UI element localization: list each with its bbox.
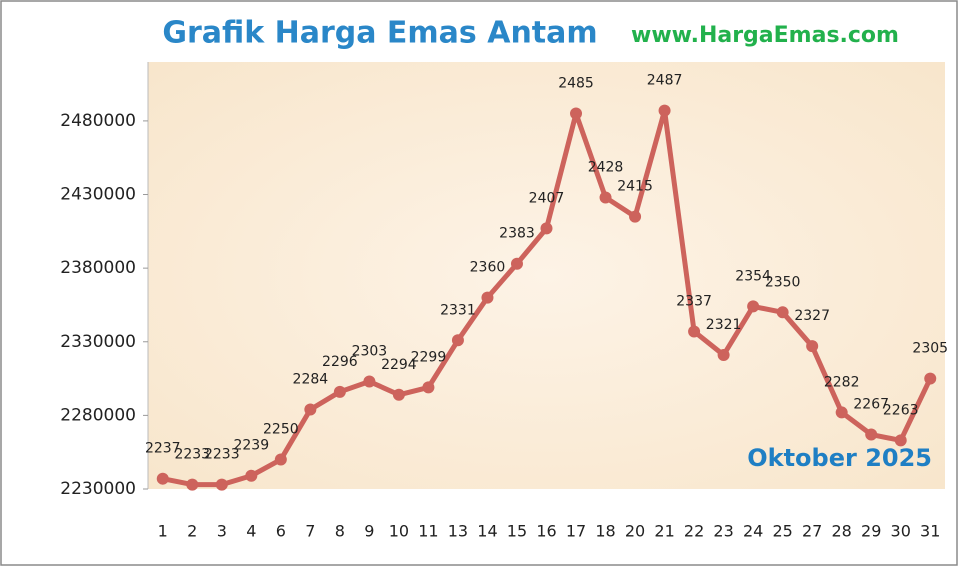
data-label: 2263 [883,402,919,418]
point [540,222,553,235]
x-tick-label: 11 [418,522,438,541]
point [274,453,287,466]
x-tick-label: 20 [625,522,645,541]
x-tick-label: 29 [861,522,881,541]
data-label: 2296 [322,354,358,370]
data-label: 2360 [470,260,506,276]
data-label: 2487 [647,73,683,89]
x-tick-label: 8 [335,522,345,541]
point [776,306,789,319]
x-tick-label: 31 [920,522,940,541]
y-tick-label: 2230000 [60,479,136,499]
point [245,469,258,482]
point [570,107,583,120]
x-tick-label: 28 [832,522,852,541]
data-label: 2415 [617,179,653,195]
point [363,375,376,388]
point [658,104,671,117]
x-tick-label: 6 [276,522,286,541]
point [392,388,405,401]
data-label: 2303 [352,344,388,360]
x-tick-label: 1 [158,522,168,541]
x-tick-label: 9 [364,522,374,541]
x-tick-label: 25 [772,522,792,541]
data-label: 2428 [588,159,624,175]
x-tick-label: 7 [305,522,315,541]
data-label: 2305 [912,341,948,357]
data-label: 2267 [853,397,889,413]
point [215,478,228,491]
data-label: 2282 [824,374,860,390]
y-tick-label: 2330000 [60,332,136,352]
x-tick-label: 21 [654,522,674,541]
data-label: 2383 [499,226,535,242]
point [835,406,848,419]
data-label: 2299 [411,349,447,365]
data-label: 2321 [706,317,742,333]
y-tick-label: 2380000 [60,258,136,278]
data-label: 2407 [529,190,565,206]
data-label: 2233 [204,447,240,463]
point [747,300,760,313]
data-label: 2485 [558,76,594,92]
point [717,349,730,362]
data-label: 2331 [440,302,476,318]
x-tick-label: 22 [684,522,704,541]
point [333,385,346,398]
data-label: 2284 [293,371,329,387]
point [422,381,435,394]
x-tick-label: 14 [477,522,497,541]
x-tick-label: 17 [566,522,586,541]
y-tick-label: 2430000 [60,185,136,205]
data-label: 2337 [676,293,712,309]
x-tick-label: 23 [713,522,733,541]
x-tick-label: 10 [389,522,409,541]
data-label: 2233 [174,447,210,463]
x-tick-label: 15 [507,522,527,541]
point [156,472,169,485]
x-tick-label: 13 [448,522,468,541]
x-tick-label: 4 [246,522,256,541]
data-label: 2350 [765,274,801,290]
annotation: Oktober 2025 [747,444,932,472]
data-label: 2237 [145,441,181,457]
data-label: 2354 [735,268,771,284]
x-tick-label: 2 [187,522,197,541]
point [865,428,878,441]
data-label: 2239 [233,438,269,454]
plot-area [148,62,945,489]
point [688,325,701,338]
point [894,434,907,447]
point [924,372,937,385]
x-tick-label: 24 [743,522,763,541]
point [481,291,494,304]
point [451,334,464,347]
data-label: 2327 [794,308,830,324]
point [629,210,642,223]
x-tick-label: 27 [802,522,822,541]
data-label: 2250 [263,422,299,438]
x-tick-label: 3 [217,522,227,541]
y-tick-label: 2280000 [60,405,136,425]
chart-subtitle: www.HargaEmas.com [631,23,899,48]
x-tick-label: 16 [536,522,556,541]
data-label: 2294 [381,357,417,373]
chart-title: Grafik Harga Emas Antam [162,16,597,51]
point [806,340,819,353]
point [186,478,199,491]
point [510,257,523,270]
point [599,191,612,204]
y-tick-label: 2480000 [60,111,136,131]
x-tick-label: 30 [891,522,911,541]
x-tick-label: 18 [595,522,615,541]
point [304,403,317,416]
